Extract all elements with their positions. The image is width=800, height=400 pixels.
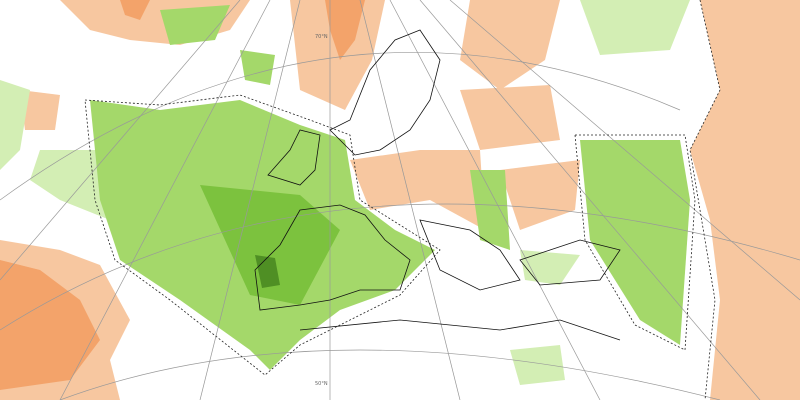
map-shape [419, 219, 521, 291]
map-shape [0, 260, 100, 390]
map-shape [0, 0, 241, 281]
map-shape [120, 0, 150, 20]
map-shape [580, 140, 690, 345]
map-shape [419, 0, 761, 400]
map-shape [20, 90, 60, 130]
anomaly-wet [0, 0, 690, 385]
map-shape [470, 170, 510, 250]
map-shape [350, 150, 485, 230]
map-shape [0, 203, 800, 331]
map-shape [0, 51, 681, 201]
map-shape [460, 0, 560, 90]
map-shape [0, 80, 30, 170]
map-shape [449, 0, 800, 301]
map-shape [329, 29, 441, 156]
contours [84, 0, 721, 400]
graticule-label: 50°N [315, 381, 328, 387]
map-shape [389, 0, 601, 400]
map-shape [689, 0, 721, 400]
map-shape [299, 319, 621, 341]
map-shape [290, 0, 385, 110]
map-shape [267, 129, 321, 186]
map-shape [359, 0, 461, 400]
map-shape [254, 204, 411, 311]
map-shape [30, 150, 110, 220]
map-shape [500, 160, 580, 230]
map-shape [160, 5, 230, 45]
map-shape [574, 134, 696, 351]
map-shape [84, 94, 441, 376]
map-shape [240, 50, 275, 85]
map-shape [460, 85, 560, 150]
map-shape [325, 0, 365, 60]
map-shape [199, 0, 301, 400]
map-shape [690, 0, 800, 400]
map-shape [59, 0, 271, 400]
graticule-label: 70°N [315, 34, 328, 40]
map-shape [519, 239, 621, 286]
coastlines [254, 29, 621, 341]
map-shape [580, 0, 690, 55]
map-shape [510, 345, 565, 385]
map-shape [59, 349, 721, 400]
